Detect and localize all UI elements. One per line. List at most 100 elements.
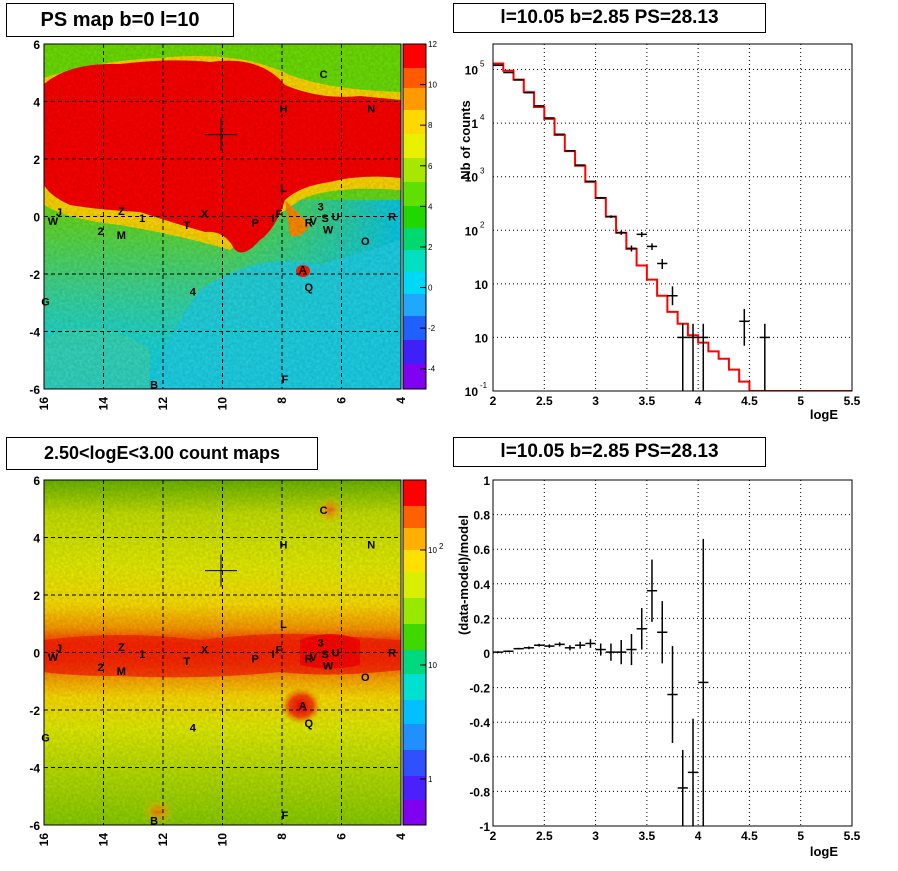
spectrum-x-ticks: 2 2.5 3 3.5 4 4.5 5 5.5 <box>490 394 861 408</box>
x-tick-label: 8 <box>275 833 289 840</box>
source-label: P <box>252 653 259 665</box>
y-tick-label: -4 <box>29 326 40 340</box>
x-tick-label: 3.5 <box>639 394 656 408</box>
x-tick-label: 8 <box>275 397 289 404</box>
ps-map-colorbar <box>402 43 427 390</box>
y-tick-label: -0.8 <box>469 785 490 799</box>
spectrum-model-step-line <box>493 62 852 391</box>
x-tick-label: 3.5 <box>639 829 656 843</box>
x-tick-label: 16 <box>37 397 51 411</box>
source-label: W <box>323 224 334 236</box>
x-tick-label: 10 <box>216 397 230 411</box>
source-label: 2 <box>97 662 103 674</box>
spectrum-y-label: Nb of counts <box>458 100 473 179</box>
ps-map-colorbar-ticks: 12 10 8 6 4 2 0 -2 -4 <box>420 40 437 374</box>
y-tick-label: 0 <box>33 647 40 661</box>
source-label: 3 <box>318 201 324 213</box>
source-label: W <box>48 216 59 228</box>
source-label: 1 <box>139 649 145 661</box>
y-tick-label: 10 <box>465 171 479 185</box>
colorbar-tick-label: 10 <box>428 81 437 90</box>
spectrum-plot-area <box>493 44 852 391</box>
y-tick-label: 0.6 <box>473 543 490 557</box>
x-tick-label: 2 <box>490 394 497 408</box>
x-tick-label: 5.5 <box>844 394 861 408</box>
y-tick-label: -4 <box>29 762 40 776</box>
source-label: U <box>332 648 340 660</box>
x-tick-label: 16 <box>37 833 51 847</box>
source-label: W <box>48 652 59 664</box>
y-tick-label: 0.4 <box>473 578 490 592</box>
y-tick-exponent: 5 <box>480 60 485 69</box>
source-label: T <box>183 656 190 668</box>
count-map-title: 2.50<logE<3.00 count maps <box>6 437 318 470</box>
x-tick-label: 4 <box>394 397 408 404</box>
source-label: F <box>282 810 289 822</box>
source-label: Q <box>304 718 313 730</box>
y-tick-label: 0 <box>33 211 40 225</box>
x-tick-label: 4 <box>695 394 702 408</box>
source-label: 4 <box>190 722 197 734</box>
source-label: L <box>280 183 287 195</box>
x-tick-label: 2 <box>490 829 497 843</box>
y-tick-label: -0.2 <box>469 682 490 696</box>
source-label: G <box>41 732 50 744</box>
y-tick-label: -6 <box>29 819 40 833</box>
source-label: B <box>150 380 158 392</box>
source-label: C <box>320 505 328 517</box>
source-label: F <box>276 209 283 221</box>
source-label: 2 <box>97 226 103 238</box>
source-label: 3 <box>318 637 324 649</box>
source-label: V <box>310 652 318 664</box>
y-tick-label: -0.6 <box>469 751 490 765</box>
y-tick-exponent: 4 <box>480 113 485 122</box>
y-tick-label: 10 <box>465 64 479 78</box>
source-label: I <box>272 649 275 661</box>
y-tick-label: -0.4 <box>469 716 490 730</box>
x-tick-label: 10 <box>216 833 230 847</box>
x-tick-label: 14 <box>97 833 111 847</box>
ps-map-x-ticks: 16 14 12 10 8 6 4 <box>37 397 408 411</box>
y-tick-label: 4 <box>33 96 40 110</box>
y-tick-label: 0.8 <box>473 509 490 523</box>
y-tick-label: 1 <box>483 474 490 488</box>
source-label: J <box>56 207 62 219</box>
source-label: A <box>299 265 307 277</box>
residual-x-label: logE <box>810 844 838 859</box>
colorbar-tick-label: 1 <box>428 775 433 784</box>
source-label: Z <box>118 642 125 654</box>
x-tick-label: 3 <box>592 394 599 408</box>
source-label: F <box>282 374 289 386</box>
y-tick-label: -1 <box>479 820 490 834</box>
residual-y-label: (data-model)/model <box>456 515 471 635</box>
source-label: S <box>321 649 328 661</box>
y-tick-exponent: 2 <box>480 220 485 229</box>
count-map-cross-marker <box>205 554 238 587</box>
residual-title: l=10.05 b=2.85 PS=28.13 <box>453 437 766 467</box>
ps-map-grid <box>44 44 401 389</box>
x-tick-label: 5 <box>797 394 804 408</box>
x-tick-label: 5 <box>797 829 804 843</box>
y-tick-label: 0.2 <box>473 612 490 626</box>
source-label: F <box>276 645 283 657</box>
source-label: R <box>305 217 313 229</box>
x-tick-label: 5.5 <box>844 829 861 843</box>
colorbar-tick-label: 4 <box>428 202 433 211</box>
source-label: R <box>388 212 396 224</box>
count-map-x-ticks: 16 14 12 10 8 6 4 <box>37 833 408 847</box>
colorbar-tick-label: 6 <box>428 162 433 171</box>
residual-data-points <box>493 538 709 826</box>
y-tick-label: -2 <box>29 268 40 282</box>
source-label: U <box>332 212 340 224</box>
colorbar-tick-label: -2 <box>428 324 436 333</box>
ps-map-cross-marker <box>205 118 238 151</box>
y-tick-label: 10 <box>465 385 479 399</box>
y-tick-label: 10 <box>475 278 489 292</box>
source-label: R <box>388 648 396 660</box>
x-tick-label: 14 <box>97 397 111 411</box>
source-label: I <box>272 213 275 225</box>
source-label: M <box>117 230 126 242</box>
source-label: W <box>323 660 334 672</box>
